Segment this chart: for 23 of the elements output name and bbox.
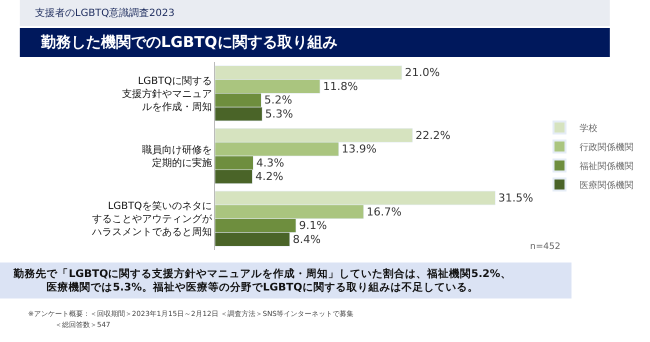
data-label: 21.0%: [404, 66, 440, 80]
y-tick-label: LGBTQを笑いのネタにすることやアウティングがハラスメントであると周知: [91, 200, 213, 238]
data-label: 11.8%: [322, 80, 358, 93]
data-label: 31.5%: [498, 191, 534, 204]
data-label: 16.7%: [366, 205, 402, 218]
data-label: 5.2%: [264, 94, 292, 107]
text: 支援者のLGBTQ意識調査2023: [35, 7, 175, 19]
data-label: 8.4%: [292, 232, 321, 246]
legend-label: 福祉関係機関: [580, 161, 634, 172]
data-label: 4.2%: [255, 170, 284, 184]
data-label: 22.2%: [416, 128, 450, 142]
legend-label: 学校: [580, 123, 598, 134]
chart-title: 勤務した機関でのLGBTQに関する取り組み: [40, 33, 338, 51]
data-label: 5.3%: [265, 108, 294, 121]
data-label: 13.9%: [342, 142, 377, 156]
legend-label: 行政関係機関: [580, 142, 634, 154]
data-label: 4.3%: [256, 156, 284, 170]
y-tick-label: 職員向け研修を定期的に実施: [142, 144, 212, 169]
y-tick-label: LGBTQに関する支援方針やマニュアルを作成・周知: [122, 76, 212, 113]
data-label: 9.1%: [298, 219, 327, 232]
text: 勤務先で「LGBTQに関する支援方針やマニュアルを作成・周知」していた割合は、福祉機関5.2%、医療機関では5.3%。福祉や医療等の分野でLGBTQに関する取り組みは不足している。: [12, 267, 512, 294]
text: n=452: [530, 242, 560, 252]
legend-label: 医療関係機関: [580, 180, 634, 192]
